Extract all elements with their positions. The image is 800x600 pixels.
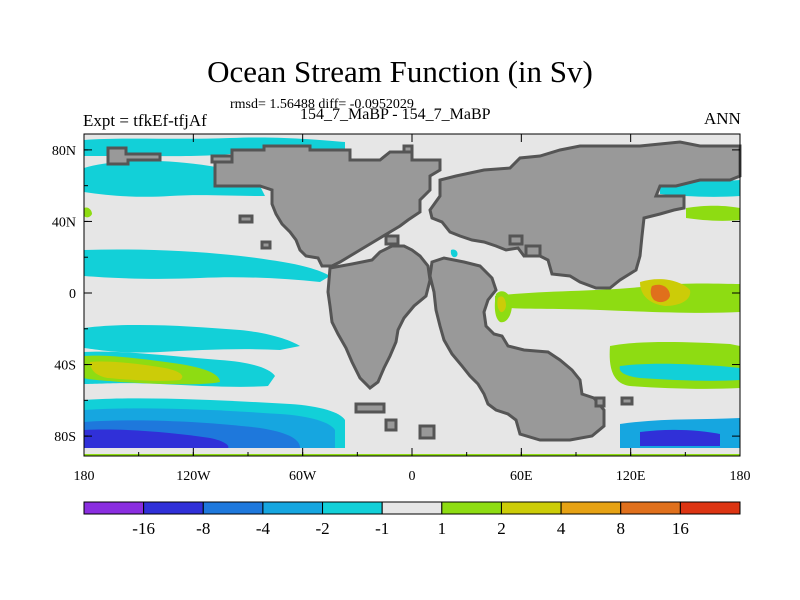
contour-cyan-spot [450, 249, 458, 258]
chart-title: Ocean Stream Function (in Sv) [207, 54, 593, 89]
contour-neg-se-dark [640, 429, 720, 446]
land-island-10 [402, 144, 414, 154]
contour-cyan-trop-n [84, 249, 330, 282]
colorbar-label: 1 [438, 519, 447, 538]
season-label: ANN [704, 109, 741, 128]
y-tick-label: 40S [54, 359, 76, 374]
y-axis: 80N 40N 0 40S 80S [52, 144, 740, 445]
colorbar-swatch [620, 501, 681, 515]
colorbar-label: -2 [315, 519, 329, 538]
map-panel: 180 120W 60W 0 60E 120E 180 80N 40N 0 40S 80S [52, 133, 751, 484]
colorbar-swatch [262, 501, 324, 515]
colorbar-label: 2 [497, 519, 506, 538]
colorbar-swatch [679, 501, 741, 515]
case-names: 154_7_MaBP - 154_7_MaBP [300, 106, 491, 123]
land-island-11 [594, 396, 606, 408]
x-tick-label: 60E [510, 469, 533, 484]
colorbar-swatch [143, 501, 204, 515]
colorbar-label: 8 [616, 519, 625, 538]
land-island-1 [238, 214, 254, 224]
x-tick-label: 60W [289, 469, 317, 484]
y-tick-label: 0 [69, 287, 76, 302]
colorbar-swatch [83, 501, 145, 515]
y-tick-label: 80N [52, 144, 76, 159]
contour-orange-io [650, 284, 670, 303]
land-africa [428, 256, 606, 442]
colorbar-label: -4 [256, 519, 271, 538]
land-eurasia [428, 140, 742, 290]
land-island-8 [418, 424, 436, 440]
x-axis: 180 120W 60W 0 60E 120E 180 [74, 134, 751, 484]
land-island-3 [384, 234, 400, 246]
contour-cyan-trop-s [84, 324, 300, 353]
land-americas-south [326, 244, 432, 390]
contour-green-ne [686, 205, 740, 221]
colorbar-label: -8 [196, 519, 210, 538]
colorbar-label: -1 [375, 519, 389, 538]
land-island-12 [620, 396, 634, 406]
colorbar-label: 16 [672, 519, 689, 538]
contour-neg-dark-acc [84, 429, 229, 448]
x-tick-label: 0 [409, 469, 416, 484]
colorbar: -16 -8 -4 -2 -1 1 2 4 8 16 [83, 501, 741, 538]
contour-yellow-so [90, 361, 183, 381]
x-tick-label: 180 [74, 469, 95, 484]
land-island-7 [384, 418, 398, 432]
x-tick-label: 120W [176, 469, 211, 484]
colorbar-swatch [322, 501, 383, 515]
contour-yellow-arab [497, 296, 506, 313]
x-tick-label: 120E [616, 469, 646, 484]
colorbar-swatch [202, 501, 264, 515]
land-island-6 [354, 402, 386, 414]
land-americas-north [213, 144, 442, 268]
contour-cyan-aus [619, 363, 740, 381]
land-greenland [106, 146, 162, 166]
rmsd-diff-stats: rmsd= 1.56488 diff= -0.0952029 [230, 97, 414, 112]
colorbar-swatch [381, 501, 443, 515]
x-tick-label: 180 [730, 469, 751, 484]
colorbar-swatch [500, 501, 562, 515]
y-tick-label: 80S [54, 430, 76, 445]
contour-green-np [84, 207, 92, 218]
land-masses [106, 140, 742, 442]
colorbar-swatch [441, 501, 502, 515]
colorbar-label: 4 [557, 519, 566, 538]
contour-cyan-np [84, 137, 345, 157]
land-island-5 [524, 244, 542, 258]
experiment-label: Expt = tfkEf-tfjAf [83, 111, 207, 130]
land-island-9 [210, 154, 234, 164]
colorbar-label: -16 [132, 519, 155, 538]
y-tick-label: 40N [52, 215, 76, 230]
land-island-2 [260, 240, 272, 250]
colorbar-swatch [560, 501, 622, 515]
land-island-4 [508, 234, 524, 246]
